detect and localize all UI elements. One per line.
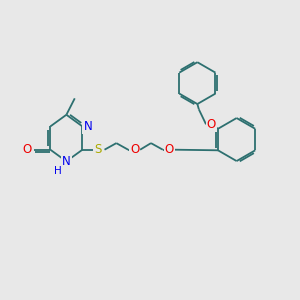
Text: O: O <box>130 143 140 156</box>
Text: S: S <box>94 143 102 156</box>
Text: O: O <box>23 143 32 156</box>
Text: N: N <box>83 120 92 133</box>
Text: O: O <box>165 143 174 156</box>
Text: N: N <box>62 155 71 168</box>
Text: O: O <box>207 118 216 131</box>
Text: H: H <box>54 166 62 176</box>
